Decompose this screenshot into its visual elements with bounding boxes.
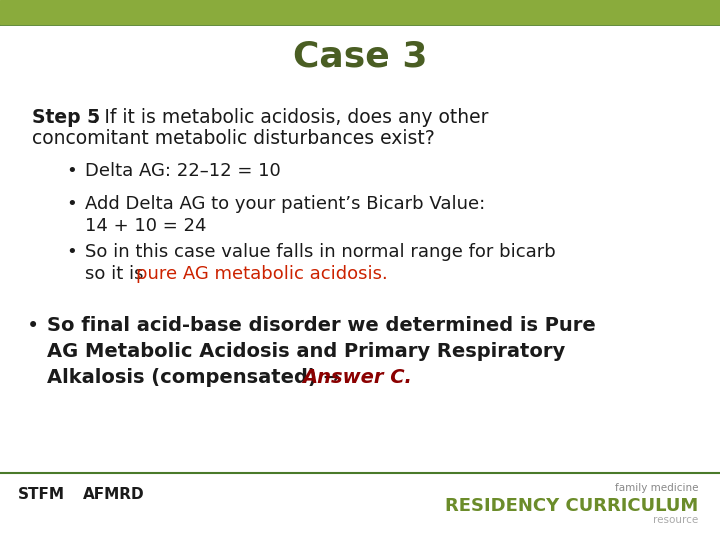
Text: •: • [27,316,40,336]
Text: pure AG metabolic acidosis.: pure AG metabolic acidosis. [136,265,388,282]
Text: so it is: so it is [85,265,149,282]
Text: RESIDENCY CURRICULUM: RESIDENCY CURRICULUM [445,497,698,515]
Text: Answer C.: Answer C. [302,368,413,387]
Text: STFM: STFM [18,487,65,502]
Text: •: • [66,195,77,213]
Bar [0,0,720,24]
Text: 14 + 10 = 24: 14 + 10 = 24 [85,217,207,235]
Text: Delta AG: 22–12 = 10: Delta AG: 22–12 = 10 [85,162,281,180]
Text: Add Delta AG to your patient’s Bicarb Value:: Add Delta AG to your patient’s Bicarb Va… [85,195,485,213]
Text: concomitant metabolic disturbances exist?: concomitant metabolic disturbances exist… [32,129,435,147]
Text: : If it is metabolic acidosis, does any other: : If it is metabolic acidosis, does any … [92,108,489,127]
Text: family medicine: family medicine [615,483,698,494]
Text: resource: resource [653,515,698,525]
Text: Case 3: Case 3 [293,40,427,73]
Text: So in this case value falls in normal range for bicarb: So in this case value falls in normal ra… [85,243,556,261]
Text: •: • [66,243,77,261]
Text: Step 5: Step 5 [32,108,101,127]
Text: So final acid-base disorder we determined is Pure: So final acid-base disorder we determine… [47,316,595,335]
Text: •: • [66,162,77,180]
Text: AG Metabolic Acidosis and Primary Respiratory: AG Metabolic Acidosis and Primary Respir… [47,342,565,361]
Text: AFMRD: AFMRD [83,487,145,502]
Text: Alkalosis (compensated) →: Alkalosis (compensated) → [47,368,346,387]
